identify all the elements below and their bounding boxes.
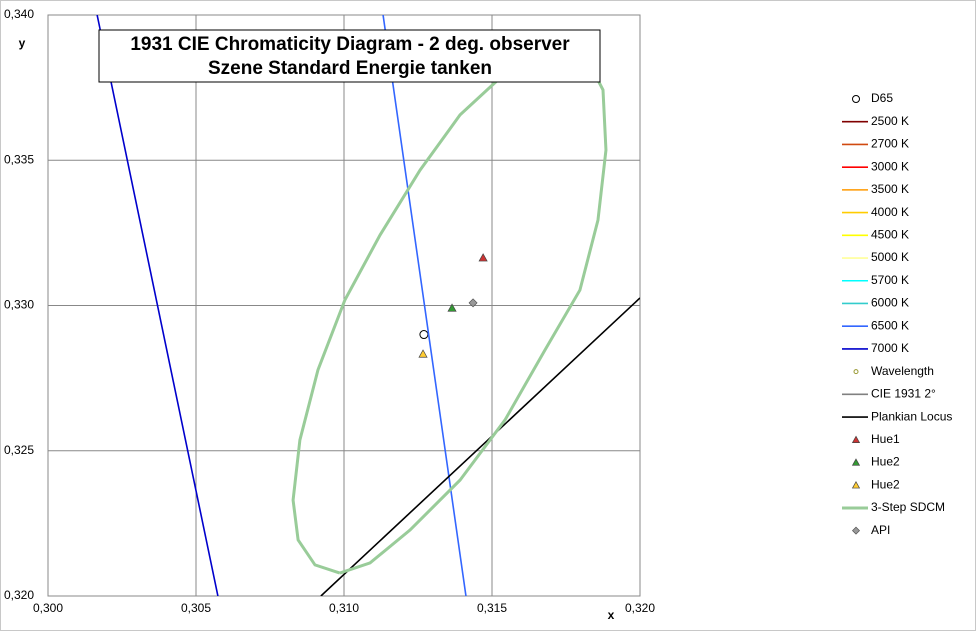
- legend-label: Wavelength: [871, 364, 934, 378]
- point-marker: [478, 253, 488, 262]
- legend: D65 2500 K 2700 K 3000 K 3500 K 4000 K 4500 K 5…: [842, 91, 952, 537]
- y-tick-label: 0,330: [4, 298, 34, 312]
- y-tick-label: 0,325: [4, 443, 34, 457]
- x-tick-label: 0,320: [625, 601, 655, 615]
- y-tick-label: 0,320: [4, 588, 34, 602]
- title-frame: [98, 29, 601, 83]
- legend-label: 2700 K: [871, 137, 909, 151]
- legend-symbol: [851, 458, 861, 466]
- legend-label: Hue2: [871, 477, 900, 491]
- legend-label: 3-Step SDCM: [871, 500, 945, 514]
- point-marker: [419, 330, 429, 340]
- legend-label: 6000 K: [871, 296, 909, 310]
- legend-label: 6500 K: [871, 318, 909, 332]
- legend-symbol: [851, 481, 861, 489]
- legend-symbol: [852, 95, 860, 103]
- legend-label: API: [871, 523, 890, 537]
- legend-label: 2500 K: [871, 114, 909, 128]
- legend-symbol: [853, 369, 859, 375]
- legend-label: Hue2: [871, 455, 900, 469]
- x-tick-label: 0,300: [33, 601, 63, 615]
- point-marker: [418, 349, 428, 358]
- legend-label: Hue1: [871, 432, 900, 446]
- legend-label: D65: [871, 91, 893, 105]
- legend-label: 3500 K: [871, 182, 909, 196]
- legend-label: 7000 K: [871, 341, 909, 355]
- legend-label: 5700 K: [871, 273, 909, 287]
- chart-title: 1931 CIE Chromaticity Diagram - 2 deg. o…: [130, 34, 570, 55]
- point-marker: [447, 303, 457, 312]
- series-line: [96, 15, 219, 596]
- legend-label: Plankian Locus: [871, 409, 952, 423]
- point-marker: [468, 298, 478, 308]
- legend-label: 4000 K: [871, 205, 909, 219]
- x-tick-label: 0,315: [477, 601, 507, 615]
- legend-symbol: [851, 435, 861, 443]
- x-tick-label: 0,310: [329, 601, 359, 615]
- y-axis-label: y: [19, 36, 26, 50]
- series-line: [382, 15, 467, 596]
- y-tick-label: 0,335: [4, 152, 34, 166]
- legend-label: 4500 K: [871, 227, 909, 241]
- legend-label: 5000 K: [871, 250, 909, 264]
- series-line: [320, 297, 640, 596]
- legend-symbol: [852, 526, 860, 535]
- x-tick-label: 0,305: [181, 601, 211, 615]
- chart-subtitle: Szene Standard Energie tanken: [208, 58, 492, 79]
- title-box: 1931 CIE Chromaticity Diagram - 2 deg. o…: [98, 29, 601, 83]
- x-axis-label: x: [608, 608, 615, 622]
- legend-label: CIE 1931 2°: [871, 387, 936, 401]
- legend-label: 3000 K: [871, 159, 909, 173]
- y-tick-label: 0,340: [4, 7, 34, 21]
